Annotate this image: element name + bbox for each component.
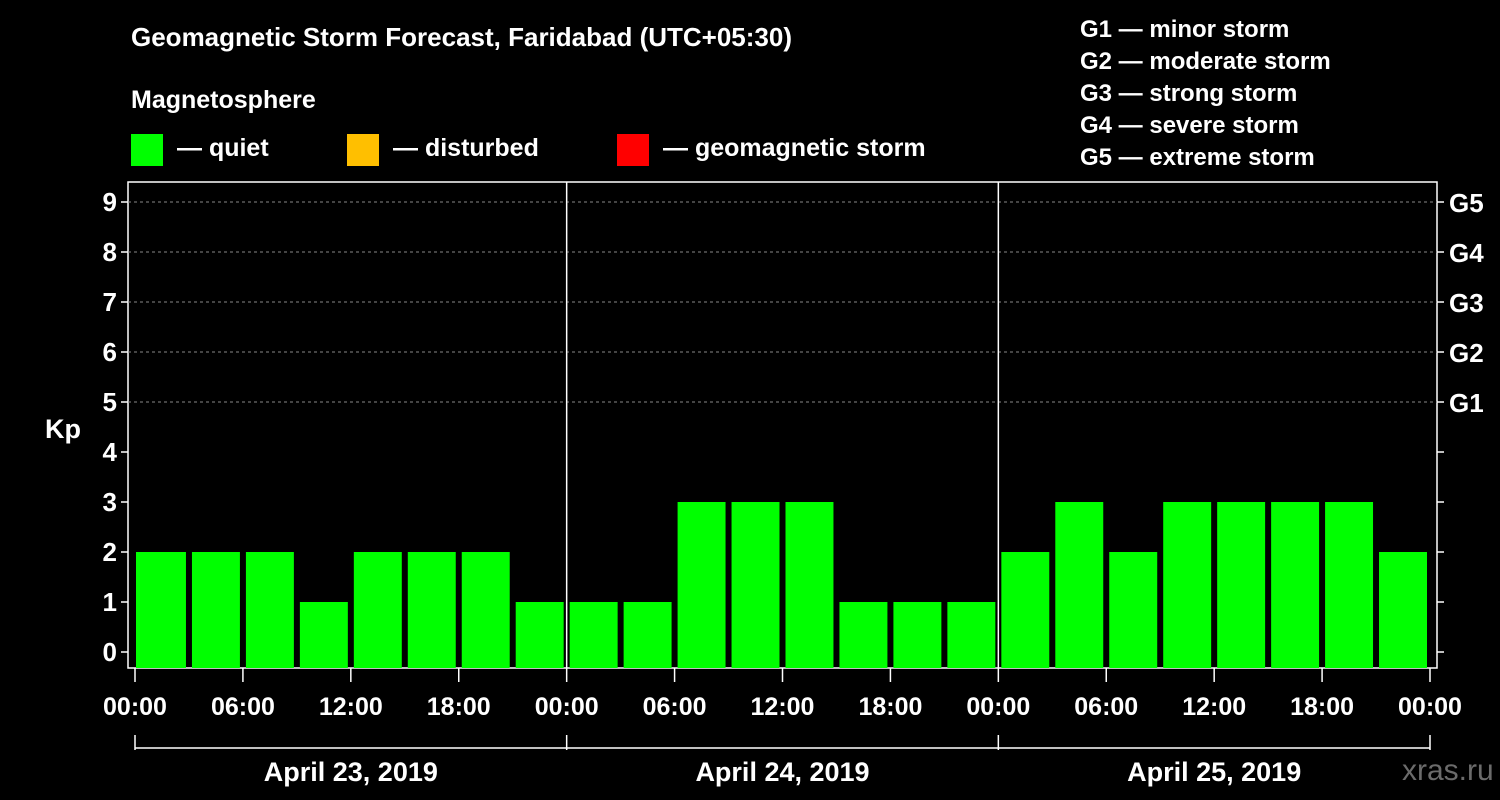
ytick-label-5: 5 (103, 387, 117, 417)
storm-scale-g1: G1 — minor storm (1080, 16, 1290, 43)
kp-bar-22 (1325, 502, 1374, 668)
xtick-label-8: 00:00 (966, 693, 1030, 721)
xtick-label-5: 06:00 (643, 693, 707, 721)
kp-bar-17 (1055, 502, 1104, 668)
kp-bar-15 (947, 602, 996, 668)
kp-bar-20 (1217, 502, 1266, 668)
right-axis-label-g5: G5 (1449, 188, 1484, 218)
kp-bar-14 (893, 602, 942, 668)
ytick-label-0: 0 (103, 637, 117, 667)
xtick-label-0: 00:00 (103, 693, 167, 721)
xtick-label-4: 00:00 (535, 693, 599, 721)
chart-subtitle: Magnetosphere (131, 86, 316, 114)
kp-bar-0 (136, 552, 186, 668)
xtick-label-11: 18:00 (1290, 693, 1354, 721)
storm-scale-g3: G3 — strong storm (1080, 80, 1298, 107)
legend-disturbed-swatch (347, 134, 379, 166)
legend-storm-swatch (617, 134, 649, 166)
watermark: xras.ru (1402, 754, 1494, 787)
day-label-1: April 24, 2019 (695, 757, 869, 787)
right-axis-label-g2: G2 (1449, 338, 1484, 368)
xtick-label-12: 00:00 (1398, 693, 1462, 721)
kp-bar-6 (461, 552, 510, 668)
xtick-label-7: 18:00 (858, 693, 922, 721)
kp-bar-21 (1271, 502, 1320, 668)
storm-scale-g2: G2 — moderate storm (1080, 48, 1331, 75)
xtick-label-2: 12:00 (319, 693, 383, 721)
chart-title: Geomagnetic Storm Forecast, Faridabad (U… (131, 22, 793, 52)
kp-bar-12 (785, 502, 834, 668)
xtick-label-10: 12:00 (1182, 693, 1246, 721)
kp-bar-3 (299, 602, 348, 668)
ytick-label-1: 1 (103, 587, 117, 617)
kp-bar-18 (1109, 552, 1158, 668)
xtick-label-1: 06:00 (211, 693, 275, 721)
xtick-label-3: 18:00 (427, 693, 491, 721)
ytick-label-2: 2 (103, 537, 117, 567)
legend-quiet-swatch (131, 134, 163, 166)
day-label-0: April 23, 2019 (264, 757, 438, 787)
day-label-2: April 25, 2019 (1127, 757, 1301, 787)
kp-bar-4 (353, 552, 402, 668)
kp-bar-1 (191, 552, 240, 668)
legend-quiet-label: — quiet (177, 134, 269, 162)
y-axis-label: Kp (45, 414, 81, 444)
ytick-label-6: 6 (103, 337, 117, 367)
kp-bar-13 (839, 602, 888, 668)
kp-bar-9 (623, 602, 672, 668)
xtick-label-6: 12:00 (751, 693, 815, 721)
right-axis-label-g4: G4 (1449, 238, 1484, 268)
storm-scale-g4: G4 — severe storm (1080, 112, 1299, 139)
kp-bar-10 (677, 502, 726, 668)
right-axis-label-g1: G1 (1449, 388, 1484, 418)
kp-bar-8 (569, 602, 618, 668)
ytick-label-3: 3 (103, 487, 117, 517)
right-axis-label-g3: G3 (1449, 288, 1484, 318)
xtick-label-9: 06:00 (1074, 693, 1138, 721)
kp-bar-11 (731, 502, 780, 668)
storm-scale-legend: G1 — minor storm G2 — moderate storm G3 … (1080, 14, 1331, 174)
ytick-label-4: 4 (103, 437, 118, 467)
kp-bar-19 (1163, 502, 1212, 668)
kp-bar-23 (1379, 552, 1427, 668)
kp-bar-5 (407, 552, 456, 668)
kp-bar-2 (245, 552, 294, 668)
kp-bar-7 (515, 602, 564, 668)
ytick-label-8: 8 (103, 237, 117, 267)
ytick-label-7: 7 (103, 287, 117, 317)
ytick-label-9: 9 (103, 187, 117, 217)
legend-disturbed-label: — disturbed (393, 134, 539, 162)
legend-storm-label: — geomagnetic storm (663, 134, 926, 162)
kp-bar-16 (1001, 552, 1050, 668)
storm-scale-g5: G5 — extreme storm (1080, 144, 1315, 171)
